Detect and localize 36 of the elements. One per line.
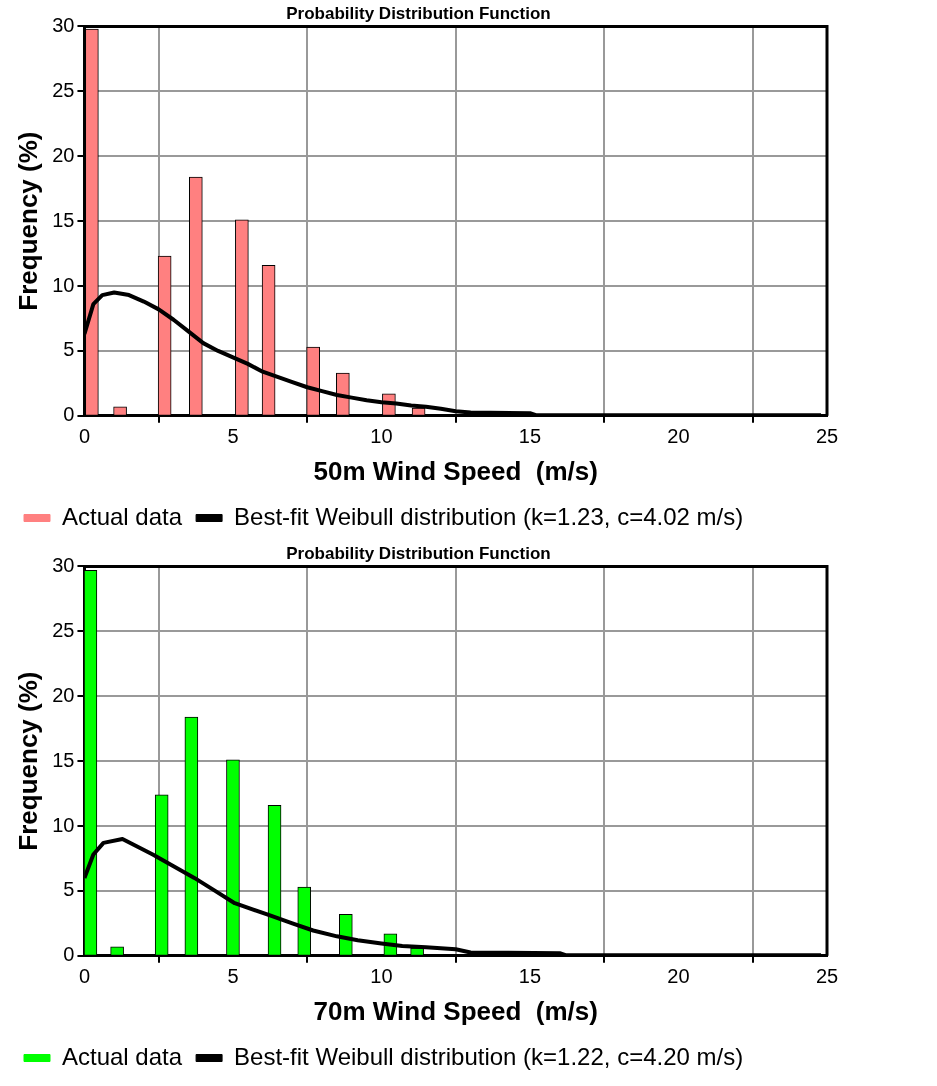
- y-tick-label: 25: [52, 618, 75, 641]
- x-tick-label: 10: [370, 965, 393, 988]
- y-tick-label: 0: [63, 403, 75, 426]
- y-tick-label: 25: [52, 78, 75, 101]
- y-axis-title: Frequency (%): [12, 131, 43, 311]
- y-tick-label: 10: [52, 813, 75, 836]
- y-tick-label: 30: [52, 13, 75, 36]
- x-tick-label: 5: [227, 965, 239, 988]
- y-tick-label: 20: [52, 143, 75, 166]
- x-tick-label: 20: [667, 425, 690, 448]
- y-tick-label: 0: [63, 943, 75, 966]
- x-tick-label: 15: [518, 965, 542, 988]
- x-tick-label: 25: [815, 425, 839, 448]
- x-tick-label: 20: [667, 965, 690, 988]
- chart-title: Probability Distribution Function: [286, 3, 551, 23]
- legend-label: Actual data: [62, 1042, 183, 1070]
- x-tick-label: 0: [78, 965, 91, 988]
- x-tick-label: 25: [815, 965, 839, 988]
- legend-label: Best-fit Weibull distribution (k=1.23, c=4.02 m/s): [234, 502, 744, 530]
- x-axis-title: 70m Wind Speed (m/s): [313, 995, 598, 1026]
- y-tick-label: 5: [63, 338, 75, 361]
- chart-title: Probability Distribution Function: [286, 543, 551, 563]
- x-tick-label: 10: [370, 425, 393, 448]
- y-tick-label: 30: [52, 553, 75, 576]
- legend-label: Actual data: [62, 502, 183, 530]
- x-tick-label: 0: [78, 425, 91, 448]
- x-axis-title: 50m Wind Speed (m/s): [313, 455, 598, 486]
- y-tick-label: 15: [52, 208, 75, 231]
- x-tick-label: 5: [227, 425, 239, 448]
- y-tick-label: 15: [52, 748, 75, 771]
- y-tick-label: 10: [52, 273, 75, 296]
- legend-label: Best-fit Weibull distribution (k=1.22, c=4.20 m/s): [234, 1042, 744, 1070]
- x-tick-label: 15: [518, 425, 542, 448]
- y-axis-title: Frequency (%): [12, 671, 43, 851]
- y-tick-label: 20: [52, 683, 75, 706]
- y-tick-label: 5: [63, 878, 75, 901]
